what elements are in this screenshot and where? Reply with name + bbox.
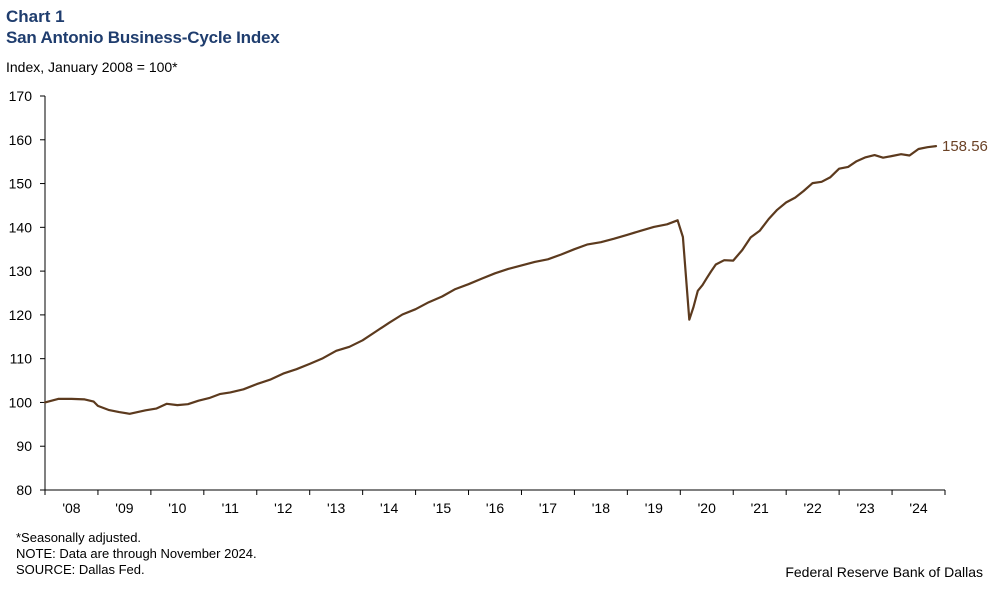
- y-tick-label: 150: [9, 176, 33, 192]
- x-tick-label: '17: [539, 500, 557, 516]
- y-tick-label: 100: [9, 394, 33, 410]
- footnote-source: SOURCE: Dallas Fed.: [16, 562, 145, 577]
- x-tick-label: '18: [592, 500, 610, 516]
- series-group: [43, 145, 938, 415]
- end-label-group: 158.56: [942, 138, 988, 155]
- y-tick-label: 80: [16, 482, 32, 498]
- credit-line: Federal Reserve Bank of Dallas: [785, 564, 983, 580]
- x-tick-label: '12: [274, 500, 292, 516]
- x-tick-label: '20: [698, 500, 716, 516]
- series-line: [43, 145, 938, 415]
- y-tick-label: 170: [9, 88, 33, 104]
- x-tick-label: '23: [856, 500, 874, 516]
- x-tick-label: '09: [115, 500, 133, 516]
- chart-title: San Antonio Business-Cycle Index: [6, 28, 280, 47]
- x-tick-label: '15: [433, 500, 451, 516]
- y-tick-label: 110: [10, 351, 33, 367]
- y-axis: 80 90 100 110 120 130 140 150 160 170: [9, 88, 46, 498]
- footnote-seasonal: *Seasonally adjusted.: [16, 530, 142, 545]
- x-tick-label: '21: [751, 500, 769, 516]
- y-tick-label: 130: [9, 263, 33, 279]
- x-tick-label: '11: [222, 500, 239, 516]
- y-tick-label: 90: [16, 438, 32, 454]
- x-tick-label: '19: [645, 500, 663, 516]
- x-tick-label: '24: [909, 500, 927, 516]
- x-tick-label: '22: [804, 500, 822, 516]
- x-tick-label: '13: [327, 500, 345, 516]
- y-tick-label: 140: [9, 219, 33, 235]
- y-tick-label: 120: [9, 307, 33, 323]
- end-value-label: 158.56: [942, 138, 988, 155]
- footnotes: *Seasonally adjusted. NOTE: Data are thr…: [16, 530, 257, 578]
- x-tick-label: '16: [486, 500, 504, 516]
- x-tick-label: '08: [62, 500, 80, 516]
- x-tick-label: '10: [168, 500, 186, 516]
- y-axis-unit-label: Index, January 2008 = 100*: [6, 59, 178, 75]
- footnote-note: NOTE: Data are through November 2024.: [16, 546, 257, 561]
- y-tick-label: 160: [9, 132, 33, 148]
- x-axis: '08 '09 '10 '11 '12 '13 '14 '15 '16 '17 '18 '19 '20 '…: [44, 489, 946, 516]
- chart-number: Chart 1: [6, 7, 65, 26]
- x-tick-label: '14: [380, 500, 398, 516]
